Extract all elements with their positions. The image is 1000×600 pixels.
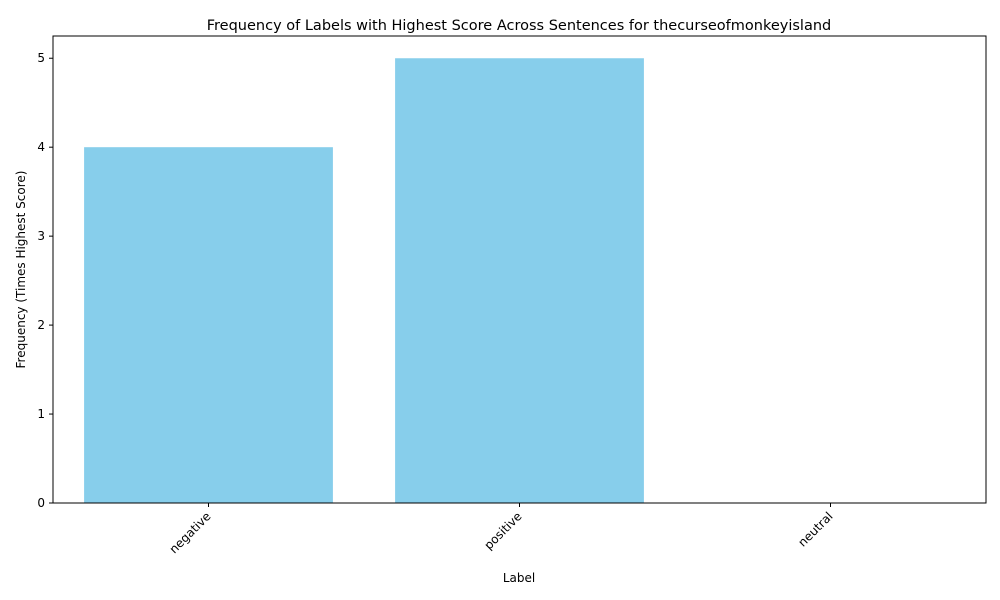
- bar-negative: [84, 147, 333, 503]
- chart-title: Frequency of Labels with Highest Score A…: [207, 18, 831, 34]
- y-tick-label: 0: [37, 496, 45, 510]
- y-tick-label: 2: [37, 318, 45, 332]
- y-tick-label: 3: [37, 229, 45, 243]
- x-axis-label: Label: [503, 571, 535, 585]
- x-tick-label-neutral: neutral: [795, 509, 835, 549]
- y-tick-label: 4: [37, 140, 45, 154]
- y-axis-label: Frequency (Times Highest Score): [14, 171, 28, 369]
- x-axis-ticks: negative positive neutral: [167, 503, 836, 556]
- x-tick-label-positive: positive: [481, 509, 524, 552]
- y-tick-label: 5: [37, 51, 45, 65]
- y-tick-label: 1: [37, 407, 45, 421]
- bars-layer: [84, 58, 644, 503]
- bar-positive: [395, 58, 644, 503]
- x-tick-label-negative: negative: [167, 509, 214, 556]
- y-axis-ticks: 0 1 2 3 4 5: [37, 51, 53, 510]
